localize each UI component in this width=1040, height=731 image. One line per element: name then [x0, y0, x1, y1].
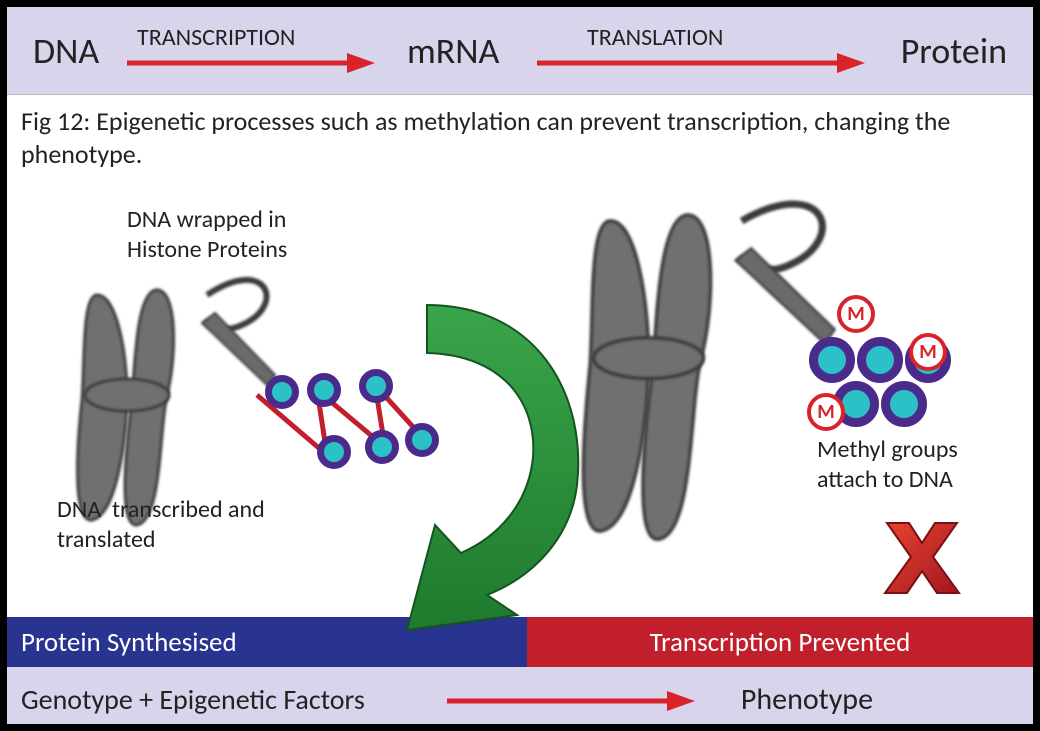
process-transcription: TRANSCRIPTION	[137, 23, 295, 52]
label-transcribed: DNA transcribed and translated	[57, 495, 265, 555]
histone-bead	[307, 373, 341, 407]
diagram-body: Fig 12: Epigenetic processes such as met…	[7, 95, 1033, 617]
bottom-phenotype-label: Phenotype	[741, 681, 873, 718]
histone-bead	[265, 375, 299, 409]
histone-bead	[809, 337, 855, 383]
label-histone-proteins: DNA wrapped in Histone Proteins	[127, 205, 287, 265]
green-arrow-icon	[357, 285, 617, 645]
central-dogma-bar: DNA TRANSCRIPTION mRNA TRANSLATION Prote…	[7, 7, 1033, 95]
bottom-bar: Genotype + Epigenetic Factors Phenotype	[7, 667, 1033, 731]
methyl-group-icon: M	[909, 333, 947, 371]
stage-dna: DNA	[33, 29, 99, 73]
methyl-group-icon: M	[807, 393, 845, 431]
histone-bead	[857, 337, 903, 383]
stage-protein: Protein	[901, 29, 1007, 73]
stage-mrna: mRNA	[407, 29, 499, 73]
methyl-group-icon: M	[837, 295, 875, 333]
arrow-transcription	[127, 51, 377, 81]
process-translation: TRANSLATION	[587, 23, 723, 52]
histone-bead	[317, 435, 351, 469]
histone-bead	[881, 381, 927, 427]
arrow-bottom	[447, 689, 697, 719]
bottom-genotype-label: Genotype + Epigenetic Factors	[21, 682, 365, 717]
arrow-translation	[537, 51, 867, 81]
label-methyl: Methyl groups attach to DNA	[817, 435, 958, 495]
diagram-frame: DNA TRANSCRIPTION mRNA TRANSLATION Prote…	[0, 0, 1040, 731]
x-icon	[877, 515, 967, 600]
